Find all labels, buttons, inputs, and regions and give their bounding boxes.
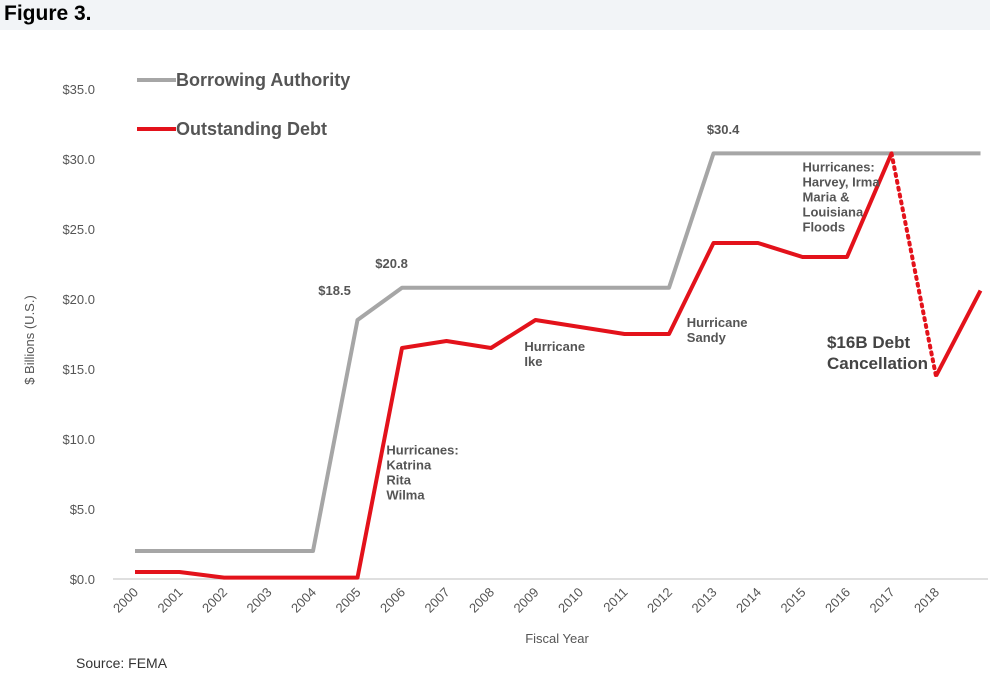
x-tick-label: 2014 xyxy=(733,585,764,616)
figure-label: Figure 3. xyxy=(4,2,92,25)
x-tick-label: 2008 xyxy=(466,585,497,616)
annotation-label: $18.5 xyxy=(318,283,351,298)
x-tick-label: 2018 xyxy=(911,585,942,616)
y-tick-label: $10.0 xyxy=(62,432,95,447)
annotation-label: Hurricanes: Katrina Rita Wilma xyxy=(386,442,458,502)
x-tick-label: 2016 xyxy=(822,585,853,616)
series-line-outstanding-debt-2018 xyxy=(934,289,983,377)
annotation-label: $16B Debt Cancellation xyxy=(827,333,928,373)
y-tick-label: $30.0 xyxy=(62,152,95,167)
legend-label-outstanding-debt: Outstanding Debt xyxy=(176,119,327,139)
y-tick-label: $20.0 xyxy=(62,292,95,307)
x-tick-label: 2012 xyxy=(644,585,675,616)
series-line-debt-cancellation-dotted xyxy=(889,151,938,378)
y-tick-label: $25.0 xyxy=(62,222,95,237)
y-tick-label: $35.0 xyxy=(62,82,95,97)
series-line-borrowing-authority xyxy=(135,151,981,553)
annotation-label: Hurricane Sandy xyxy=(687,315,748,345)
x-tick-label: 2001 xyxy=(155,585,186,616)
y-axis-title: $ Billions (U.S.) xyxy=(22,295,37,385)
y-tick-label: $5.0 xyxy=(70,502,95,517)
x-tick-label: 2003 xyxy=(244,585,275,616)
x-tick-label: 2000 xyxy=(110,585,141,616)
x-tick-label: 2007 xyxy=(422,585,453,616)
x-tick-label: 2002 xyxy=(199,585,230,616)
x-tick-label: 2013 xyxy=(689,585,720,616)
x-tick-label: 2005 xyxy=(333,585,364,616)
x-tick-label: 2010 xyxy=(555,585,586,616)
annotation-label: $30.4 xyxy=(707,122,740,137)
annotation-label: Hurricanes: Harvey, Irma Maria & Louisiana F… xyxy=(803,160,881,235)
source-note: Source: FEMA xyxy=(76,655,168,671)
x-tick-label: 2006 xyxy=(377,585,408,616)
figure-header-bar xyxy=(0,0,990,30)
legend-label-borrowing-authority: Borrowing Authority xyxy=(176,70,350,90)
x-axis-title: Fiscal Year xyxy=(525,631,589,646)
x-tick-label: 2004 xyxy=(288,585,319,616)
x-tick-label: 2017 xyxy=(867,585,898,616)
x-tick-label: 2015 xyxy=(778,585,809,616)
annotation-label: Hurricane Ike xyxy=(524,339,585,369)
y-tick-label: $0.0 xyxy=(70,572,95,587)
series-line-outstanding-debt xyxy=(135,152,894,580)
x-tick-label: 2009 xyxy=(511,585,542,616)
y-tick-label: $15.0 xyxy=(62,362,95,377)
annotation-label: $20.8 xyxy=(375,256,408,271)
x-tick-label: 2011 xyxy=(600,585,630,615)
